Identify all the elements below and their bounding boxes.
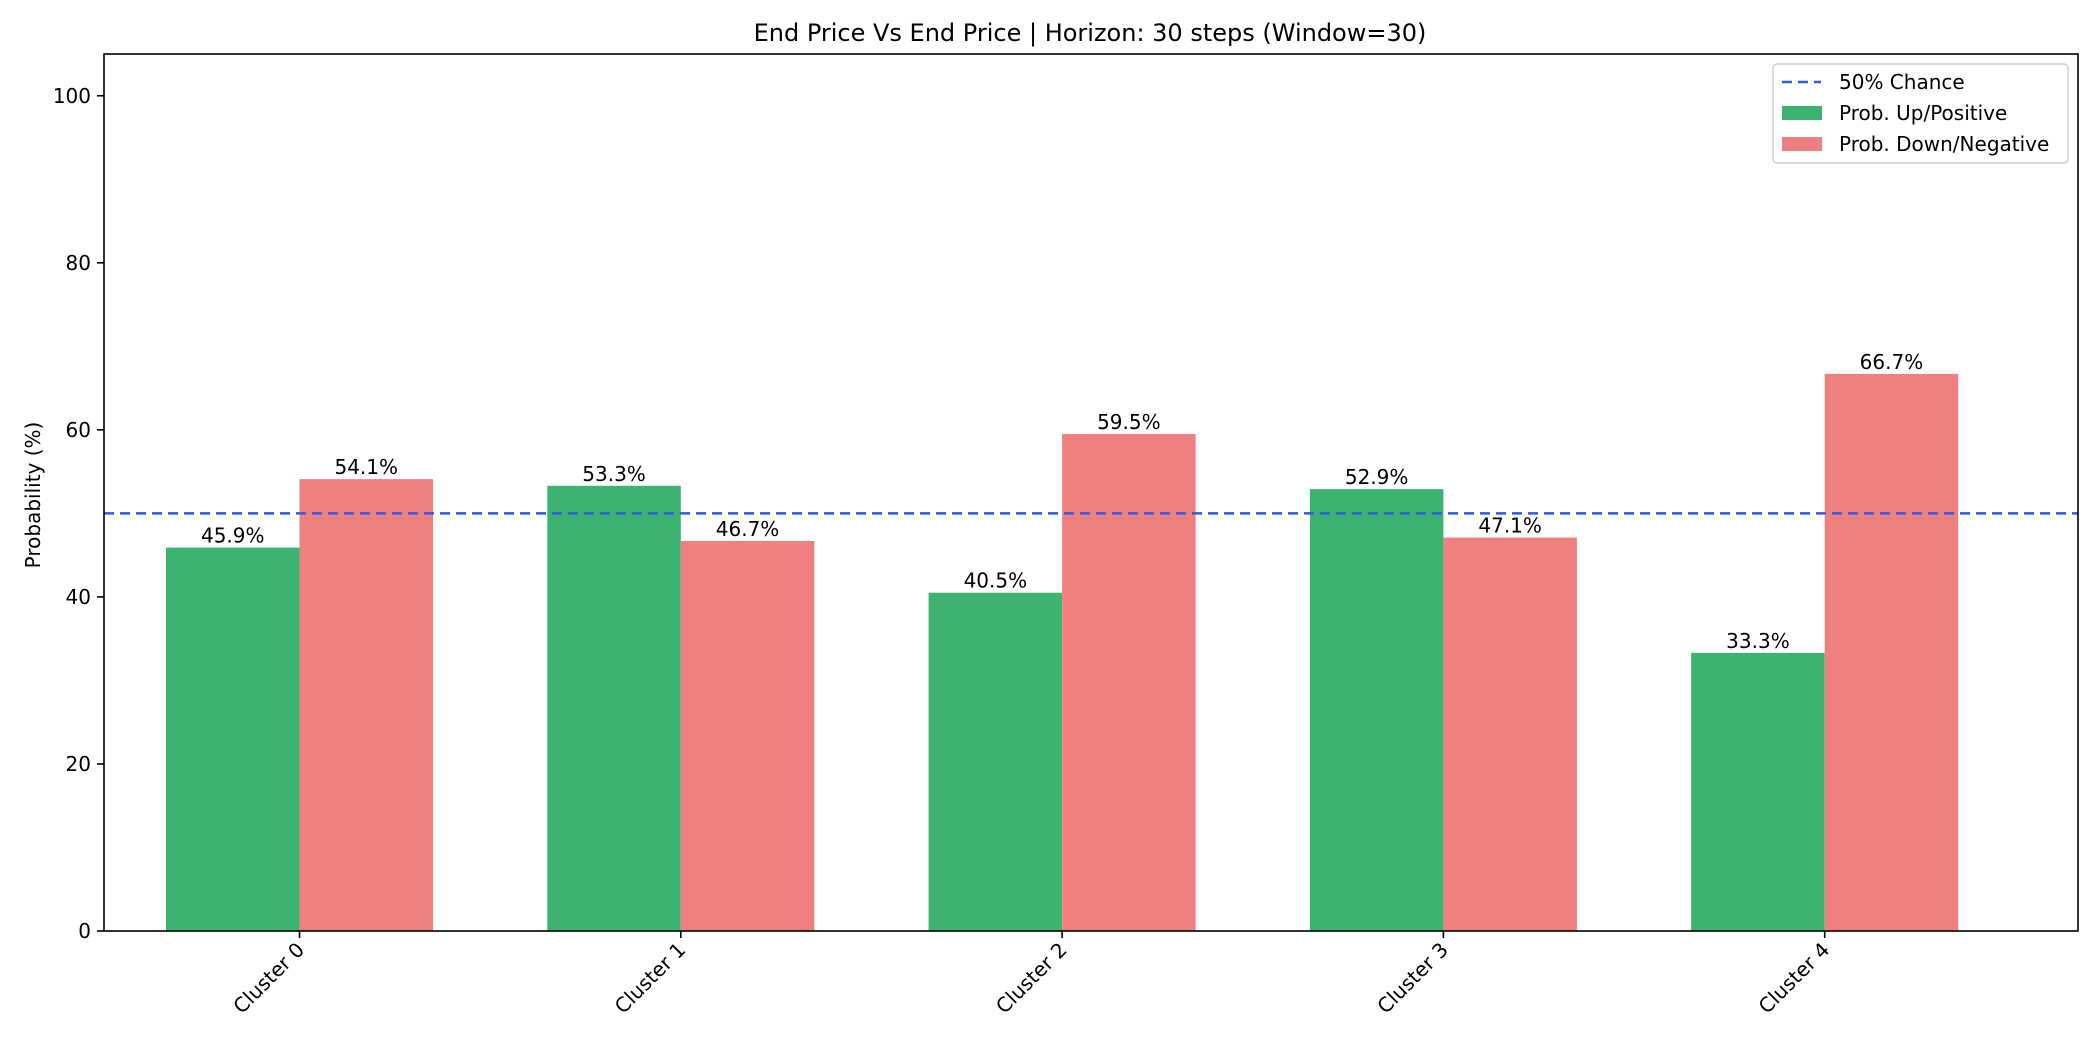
data-label: 66.7% <box>1860 350 1924 374</box>
data-label: 59.5% <box>1097 410 1161 434</box>
x-tick-label: Cluster 2 <box>991 938 1072 1019</box>
bar-down-4 <box>1824 373 1959 931</box>
legend-label: 50% Chance <box>1839 70 1965 94</box>
data-label: 45.9% <box>201 524 265 548</box>
bar-down-1 <box>680 540 815 931</box>
x-tick-label: Cluster 4 <box>1754 938 1835 1019</box>
plot-frame <box>103 53 2079 932</box>
bar-up-3 <box>1309 489 1444 931</box>
bar-up-4 <box>1691 652 1825 931</box>
x-tick-label: Cluster 3 <box>1372 938 1453 1019</box>
y-tick-label: 0 <box>78 919 91 943</box>
bar-down-3 <box>1443 537 1577 931</box>
bar-up-1 <box>547 485 681 931</box>
y-tick-label: 100 <box>53 84 91 108</box>
legend-label: Prob. Up/Positive <box>1839 101 2007 125</box>
legend-label: Prob. Down/Negative <box>1839 132 2049 156</box>
legend: 50% Chance Prob. Up/Positive Prob. Down/Ne… <box>1772 63 2069 164</box>
data-label: 54.1% <box>334 455 398 479</box>
legend-swatch <box>1782 137 1822 151</box>
y-tick-label: 60 <box>66 418 91 442</box>
data-label: 46.7% <box>716 517 780 541</box>
y-tick-label: 40 <box>66 585 91 609</box>
data-label: 53.3% <box>582 462 646 486</box>
bar-down-0 <box>299 479 433 931</box>
legend-box <box>1772 63 2069 164</box>
data-label: 33.3% <box>1726 629 1790 653</box>
x-tick-label: Cluster 1 <box>610 938 691 1019</box>
bar-up-2 <box>928 592 1063 931</box>
plot-area: 45.9% 53.3% 40.5% 52.9% 33.3% 54.1% 46.7% 59.5%… <box>53 53 2079 1019</box>
bar-up-0 <box>166 547 300 931</box>
chart-title: End Price Vs End Price | Horizon: 30 ste… <box>754 19 1427 47</box>
x-tick-label: Cluster 0 <box>228 938 309 1019</box>
y-tick-label: 80 <box>66 251 91 275</box>
legend-swatch <box>1782 106 1822 120</box>
y-tick-label: 20 <box>66 752 91 776</box>
data-label: 47.1% <box>1478 514 1542 538</box>
bar-down-2 <box>1062 434 1196 931</box>
data-label: 52.9% <box>1345 465 1409 489</box>
y-axis-label: Probability (%) <box>21 422 45 569</box>
data-label: 40.5% <box>964 569 1028 593</box>
